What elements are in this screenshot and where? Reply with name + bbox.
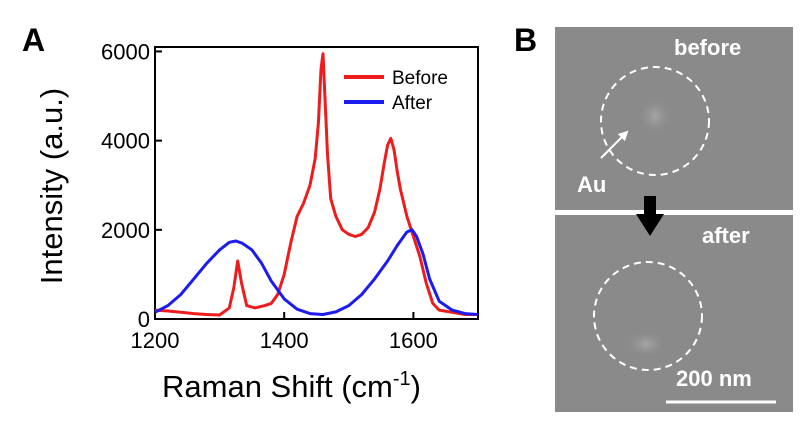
series-line-after	[154, 228, 479, 316]
before-label: before	[674, 35, 741, 60]
x-tick-label: 1200	[131, 328, 180, 353]
x-tick-label: 1600	[389, 328, 438, 353]
micrograph-after-background	[555, 215, 793, 412]
micrograph-after: after 200 nm	[555, 215, 793, 412]
particle-circle-after	[593, 261, 703, 371]
y-axis-ticks: 0 2000 4000 6000	[101, 39, 162, 332]
y-tick-label: 0	[138, 307, 150, 332]
after-label: after	[702, 223, 750, 248]
legend-label-before: Before	[392, 68, 448, 89]
transition-arrow-icon	[636, 196, 664, 236]
x-axis-ticks: 1200 1400 1600	[131, 312, 438, 353]
scale-bar-label: 200 nm	[676, 366, 752, 391]
x-axis-title-main: Raman Shift (cm	[162, 369, 393, 404]
series-lines	[154, 52, 479, 317]
x-tick-label: 1400	[260, 328, 309, 353]
x-axis-title-close: )	[411, 369, 421, 404]
micrograph-before: Au before	[555, 27, 793, 210]
micrograph-divider	[555, 210, 793, 215]
particle-circle-before	[600, 66, 710, 176]
transition-arrow-shaft	[644, 196, 656, 216]
au-label: Au	[577, 172, 606, 197]
series-line-before	[154, 52, 478, 317]
panel-b-letter: B	[514, 22, 537, 58]
panel-a-letter: A	[22, 22, 45, 58]
legend-label-after: After	[392, 93, 433, 114]
au-pointer-arrow	[600, 130, 629, 159]
legend: Before After	[344, 68, 448, 114]
transition-arrow-head	[636, 214, 664, 236]
x-axis-title-superscript: -1	[393, 368, 411, 390]
au-particle-spot-after	[624, 330, 668, 358]
y-tick-label: 4000	[101, 129, 150, 154]
micrograph-before-background	[555, 27, 793, 210]
x-axis-title: Raman Shift (cm-1)	[162, 368, 421, 404]
au-particle-spot-before	[637, 96, 673, 136]
y-tick-label: 6000	[101, 39, 150, 64]
y-axis-title: Intensity (a.u.)	[34, 88, 69, 284]
y-tick-label: 2000	[101, 218, 150, 243]
plot-frame	[154, 46, 479, 320]
